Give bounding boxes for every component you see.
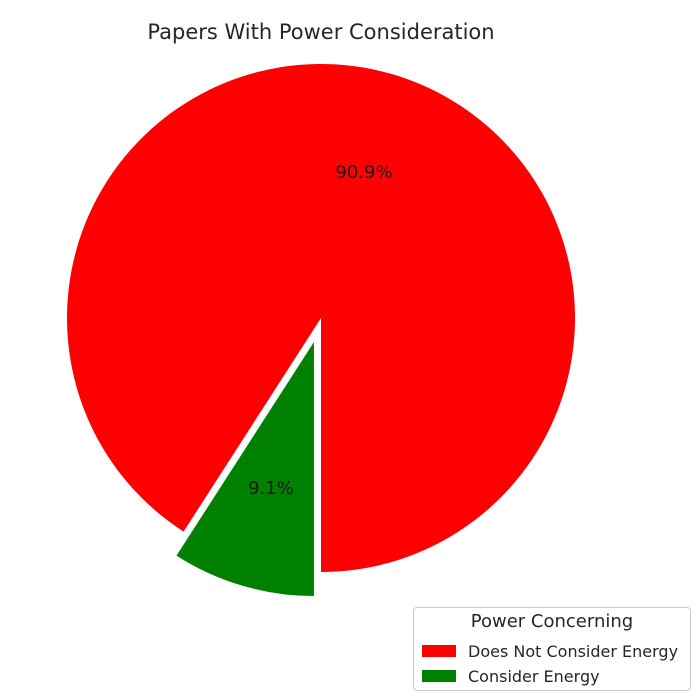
pie-slice-does-not-consider-energy	[66, 63, 575, 573]
legend-item-consider-energy: Consider Energy	[422, 666, 600, 686]
pie-labels: 90.9% 9.1%	[248, 162, 392, 499]
pie-percent-label: 90.9%	[335, 162, 392, 183]
legend-label: Consider Energy	[468, 666, 600, 686]
legend-title: Power Concerning	[470, 611, 634, 632]
pie-slices	[66, 63, 575, 596]
legend-swatch-red	[422, 645, 456, 657]
pie-slice-consider-energy	[176, 341, 314, 596]
legend-item-does-not-consider-energy: Does Not Consider Energy	[422, 641, 678, 661]
pie-percent-label: 9.1%	[248, 478, 294, 499]
legend-label: Does Not Consider Energy	[468, 641, 679, 661]
chart-title: Papers With Power Consideration	[147, 20, 494, 44]
legend-swatch-green	[422, 670, 456, 682]
legend: Power Concerning Does Not Consider Energ…	[413, 607, 691, 691]
